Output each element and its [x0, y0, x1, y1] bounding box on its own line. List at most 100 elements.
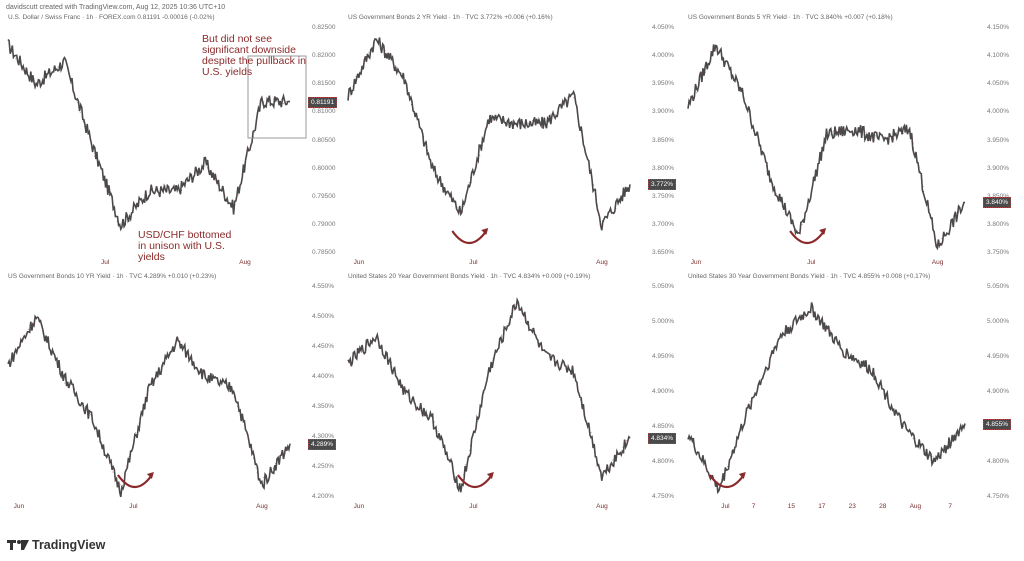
y-axis-tick: 3.800%	[987, 220, 1010, 228]
x-axis-tick: 15	[787, 503, 795, 510]
y-axis-tick: 3.700%	[652, 220, 675, 228]
x-axis-tick: Jul	[101, 259, 110, 266]
x-axis-tick: 28	[879, 503, 887, 510]
panel-title: US Government Bonds 2 YR Yield · 1h · TV…	[348, 14, 553, 21]
bottom-arrow-annotation	[708, 474, 745, 489]
highlight-box	[247, 55, 307, 139]
last-price-label: 4.834%	[648, 433, 677, 445]
x-axis-tick: Jun	[353, 259, 365, 266]
y-axis-tick: 4.100%	[987, 52, 1010, 60]
last-price-label: 4.855%	[983, 418, 1012, 430]
x-axis-tick: Jul	[469, 259, 478, 266]
y-axis-tick: 5.050%	[987, 283, 1010, 290]
y-axis-tick: 0.79500	[312, 192, 336, 200]
panel-title: United States 30 Year Government Bonds Y…	[688, 273, 931, 280]
last-price-label: 0.81191	[308, 96, 338, 108]
y-axis-tick: 4.000%	[987, 108, 1010, 116]
y-axis-tick: 0.82000	[312, 52, 336, 60]
y-axis-tick: 3.950%	[987, 136, 1010, 144]
x-axis-tick: Aug	[931, 259, 944, 266]
y-axis-tick: 4.000%	[652, 52, 675, 60]
panel-title: United States 20 Year Government Bonds Y…	[348, 273, 591, 280]
x-axis-tick: Aug	[239, 259, 251, 266]
price-chart[interactable]	[340, 14, 640, 253]
chart-credit: davidscutt created with TradingView.com,…	[6, 4, 226, 11]
y-axis-tick: 5.000%	[652, 318, 675, 325]
last-price-label: 3.772%	[648, 179, 677, 191]
bottom-arrow-annotation	[117, 474, 153, 489]
y-axis-tick: 4.150%	[987, 24, 1010, 31]
y-axis-tick: 4.900%	[652, 388, 675, 395]
price-chart[interactable]	[0, 273, 300, 498]
y-axis-tick: 3.900%	[652, 108, 675, 116]
y-axis-tick: 0.81000	[312, 108, 336, 116]
y-axis-tick: 3.900%	[987, 164, 1010, 172]
y-axis-tick: 0.80500	[312, 136, 336, 144]
price-line	[347, 37, 631, 231]
price-chart[interactable]	[680, 273, 975, 497]
y-axis-tick: 4.950%	[652, 353, 675, 360]
y-axis-tick: 0.79000	[312, 220, 336, 228]
y-axis-tick: 3.750%	[652, 192, 675, 200]
bottom-arrow-annotation	[451, 230, 488, 245]
panel-us05y[interactable]: US Government Bonds 5 YR Yield · 1h · TV…	[680, 14, 1024, 272]
tradingview-logo-icon	[7, 540, 29, 550]
x-axis-tick: Jul	[129, 503, 138, 510]
y-axis-tick: 3.850%	[987, 192, 1010, 200]
y-axis-tick: 4.750%	[652, 493, 675, 500]
y-axis-tick: 4.300%	[312, 433, 335, 440]
y-axis-tick: 4.750%	[987, 493, 1010, 500]
y-axis-tick: 4.350%	[312, 403, 335, 410]
x-axis-tick: 17	[818, 503, 826, 510]
price-line	[347, 297, 631, 493]
panel-us30y[interactable]: United States 30 Year Government Bonds Y…	[680, 273, 1024, 531]
price-chart[interactable]	[0, 14, 307, 253]
price-line	[7, 314, 291, 498]
y-axis-tick: 4.500%	[312, 313, 335, 320]
y-axis-tick: 4.800%	[652, 458, 675, 465]
x-axis-tick: Aug	[596, 503, 608, 510]
y-axis-tick: 3.800%	[652, 164, 675, 172]
y-axis-tick: 4.250%	[312, 463, 335, 470]
annotation-bottom: USD/CHF bottomed in unison with U.S. yie…	[138, 229, 232, 263]
y-axis-tick: 3.750%	[987, 249, 1010, 256]
y-axis-tick: 3.950%	[652, 80, 675, 88]
y-axis-tick: 5.000%	[987, 318, 1010, 325]
y-axis-tick: 3.650%	[652, 249, 675, 256]
x-axis-tick: Jun	[13, 503, 25, 510]
panel-us02y[interactable]: US Government Bonds 2 YR Yield · 1h · TV…	[340, 14, 680, 272]
panel-us20y[interactable]: United States 20 Year Government Bonds Y…	[340, 273, 680, 531]
y-axis-tick: 4.200%	[312, 493, 335, 500]
y-axis-tick: 4.400%	[312, 373, 335, 380]
annotation-top: But did not see significant downside des…	[202, 33, 306, 78]
bottom-arrow-annotation	[457, 474, 493, 489]
y-axis-tick: 3.850%	[652, 136, 675, 144]
y-axis-tick: 4.050%	[652, 24, 675, 31]
price-line	[687, 302, 966, 495]
x-axis-tick: 23	[848, 503, 856, 510]
panel-title: US Government Bonds 10 YR Yield · 1h · T…	[8, 273, 217, 280]
x-axis-tick: Jun	[353, 503, 365, 510]
y-axis-tick: 5.050%	[652, 283, 675, 290]
x-axis-tick: Jul	[469, 503, 478, 510]
price-chart[interactable]	[680, 14, 975, 253]
panel-title: US Government Bonds 5 YR Yield · 1h · TV…	[688, 14, 893, 21]
tradingview-logo[interactable]: TradingView	[7, 538, 105, 552]
price-chart[interactable]	[340, 273, 640, 497]
y-axis-tick: 4.950%	[987, 353, 1010, 360]
price-line	[7, 39, 291, 232]
panel-usdchf[interactable]: U.S. Dollar / Swiss Franc · 1h · FOREX.c…	[0, 14, 340, 272]
x-axis-tick: Jul	[807, 259, 816, 266]
x-axis-tick: Jun	[690, 259, 702, 266]
y-axis-tick: 4.550%	[312, 283, 335, 290]
last-price-label: 3.840%	[983, 197, 1012, 209]
y-axis-tick: 0.82500	[312, 24, 336, 31]
bottom-arrow-annotation	[789, 230, 826, 245]
x-axis-tick: Jul	[721, 503, 730, 510]
panel-us10y[interactable]: US Government Bonds 10 YR Yield · 1h · T…	[0, 273, 340, 531]
x-axis-tick: Aug	[256, 503, 268, 510]
x-axis-tick: 7	[948, 503, 952, 510]
x-axis-tick: 7	[751, 503, 756, 510]
price-line	[687, 44, 966, 251]
y-axis-tick: 0.78500	[312, 249, 336, 256]
